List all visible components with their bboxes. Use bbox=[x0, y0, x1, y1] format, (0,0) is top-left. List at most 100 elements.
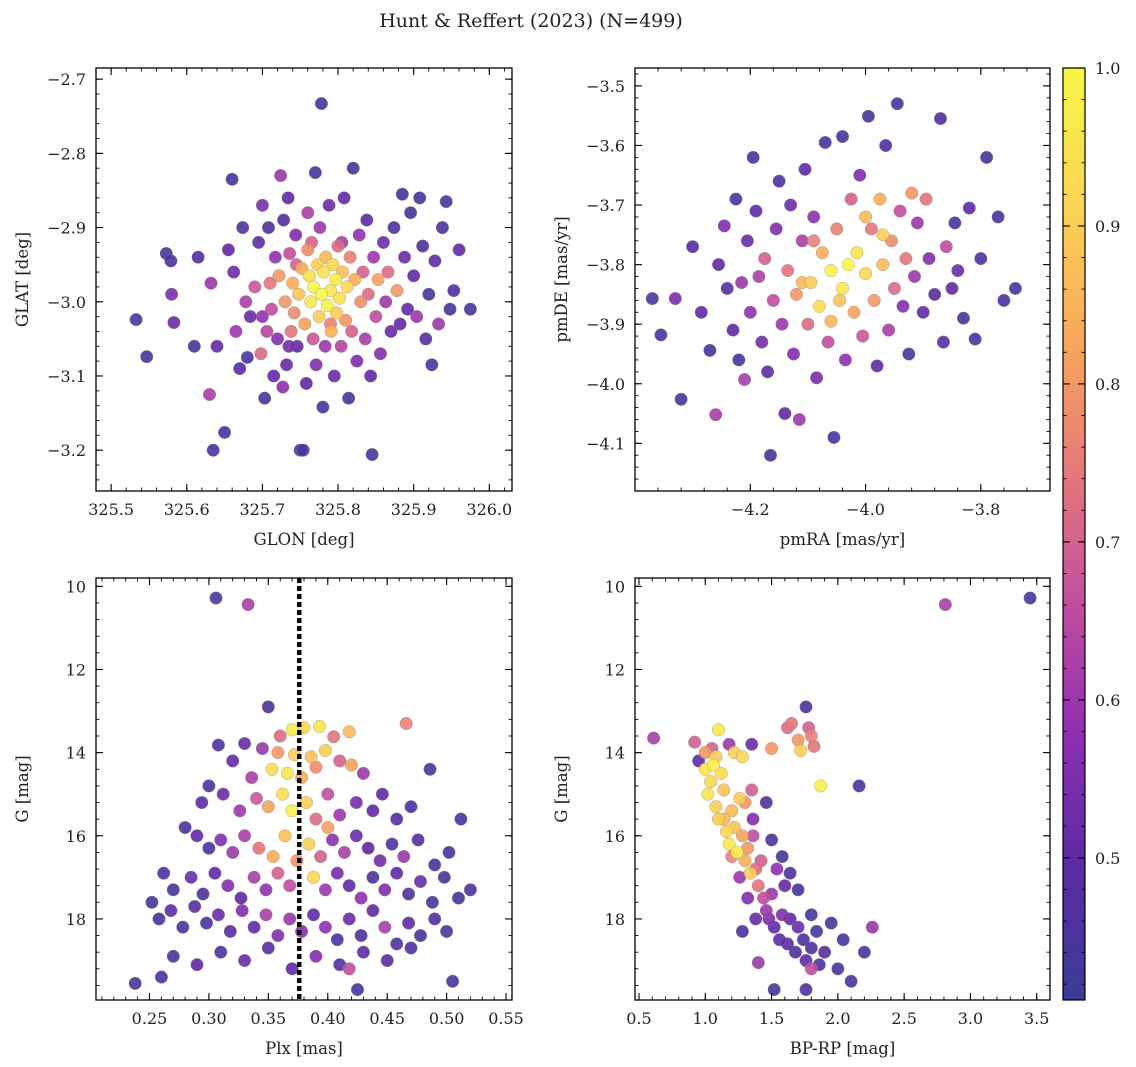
data-point bbox=[235, 904, 249, 918]
x-tick-label: 0.40 bbox=[310, 1009, 346, 1028]
data-point bbox=[910, 216, 924, 230]
data-point bbox=[463, 302, 477, 316]
y-tick-label: −2.7 bbox=[47, 70, 86, 89]
data-point bbox=[922, 252, 936, 266]
x-tick-label: −4.0 bbox=[846, 500, 885, 519]
data-point bbox=[364, 369, 378, 383]
data-point bbox=[157, 866, 171, 880]
data-point bbox=[221, 879, 235, 893]
data-point bbox=[128, 976, 142, 990]
axes-frame bbox=[95, 67, 513, 492]
data-point bbox=[334, 339, 348, 353]
data-point bbox=[267, 369, 281, 383]
y-tick-label: −3.9 bbox=[586, 315, 625, 334]
scatter-points-pm bbox=[645, 97, 1022, 462]
data-point bbox=[277, 213, 291, 227]
data-point bbox=[190, 958, 204, 972]
data-point bbox=[255, 742, 269, 755]
data-point bbox=[366, 870, 380, 884]
data-point bbox=[333, 754, 347, 768]
data-point bbox=[283, 912, 297, 926]
y-tick-label: −2.8 bbox=[47, 144, 86, 163]
data-point bbox=[271, 332, 284, 346]
data-point bbox=[717, 783, 731, 797]
x-tick-label: 0.5 bbox=[626, 1009, 651, 1028]
data-point bbox=[833, 293, 847, 307]
data-point bbox=[725, 804, 739, 818]
data-point bbox=[770, 862, 784, 876]
data-point bbox=[302, 269, 316, 283]
data-point bbox=[282, 339, 296, 353]
data-point bbox=[452, 243, 466, 257]
data-point bbox=[178, 821, 192, 834]
data-point bbox=[318, 920, 332, 934]
x-tick-label: 0.35 bbox=[251, 1009, 287, 1028]
data-point bbox=[864, 222, 878, 236]
data-point bbox=[308, 166, 322, 180]
x-tick-label: 0.30 bbox=[191, 1009, 227, 1028]
x-tick-label: 1.0 bbox=[693, 1009, 718, 1028]
data-point bbox=[236, 221, 250, 235]
data-point bbox=[154, 970, 168, 984]
data-point bbox=[769, 222, 783, 236]
data-point bbox=[273, 729, 287, 743]
data-point bbox=[413, 191, 427, 205]
data-point bbox=[407, 269, 421, 283]
data-point bbox=[879, 139, 893, 152]
data-point bbox=[857, 945, 871, 959]
data-point bbox=[847, 305, 861, 319]
data-point bbox=[902, 347, 916, 361]
data-point bbox=[206, 443, 220, 457]
data-point bbox=[312, 310, 326, 324]
x-tick-label: 326.0 bbox=[466, 500, 512, 519]
axes-frame bbox=[634, 577, 1051, 1001]
data-point bbox=[740, 234, 754, 248]
colorbar-tick-label: 0.7 bbox=[1095, 533, 1120, 552]
data-point bbox=[743, 305, 757, 319]
data-point bbox=[439, 195, 453, 209]
data-point bbox=[766, 293, 780, 307]
data-point bbox=[210, 339, 224, 353]
data-point bbox=[997, 293, 1011, 307]
data-point bbox=[452, 891, 465, 905]
data-point bbox=[435, 221, 449, 235]
data-point bbox=[824, 916, 838, 930]
data-point bbox=[893, 204, 907, 218]
data-point bbox=[796, 933, 810, 947]
data-point bbox=[316, 400, 330, 414]
data-point bbox=[714, 766, 728, 780]
y-tick-label: 16 bbox=[605, 827, 625, 846]
data-point bbox=[354, 295, 368, 309]
data-point bbox=[229, 324, 243, 338]
data-point bbox=[741, 891, 755, 905]
data-point bbox=[360, 213, 374, 227]
data-point bbox=[318, 339, 332, 353]
data-point bbox=[873, 192, 887, 206]
data-point bbox=[749, 204, 763, 218]
y-tick-label: −3.2 bbox=[47, 441, 86, 460]
data-point bbox=[404, 800, 418, 814]
data-point bbox=[299, 796, 313, 809]
data-point bbox=[428, 254, 442, 268]
data-point bbox=[896, 299, 910, 313]
data-point bbox=[309, 358, 323, 372]
data-point bbox=[211, 738, 225, 752]
y-tick-label: 10 bbox=[605, 577, 625, 596]
data-point bbox=[738, 854, 752, 868]
x-tick-label: 325.8 bbox=[315, 500, 361, 519]
data-point bbox=[792, 413, 806, 426]
x-tick-label: 0.45 bbox=[369, 1009, 405, 1028]
data-point bbox=[775, 908, 789, 922]
data-point bbox=[759, 904, 773, 918]
data-point bbox=[254, 347, 268, 361]
data-point bbox=[358, 332, 372, 346]
data-point bbox=[196, 887, 210, 901]
data-point bbox=[333, 291, 346, 305]
data-point bbox=[957, 311, 970, 325]
data-point bbox=[709, 408, 723, 422]
data-point bbox=[804, 941, 818, 955]
data-point bbox=[686, 240, 700, 254]
data-point bbox=[352, 228, 366, 242]
data-point bbox=[859, 210, 873, 224]
y-axis-label: G [mag] bbox=[552, 755, 571, 822]
